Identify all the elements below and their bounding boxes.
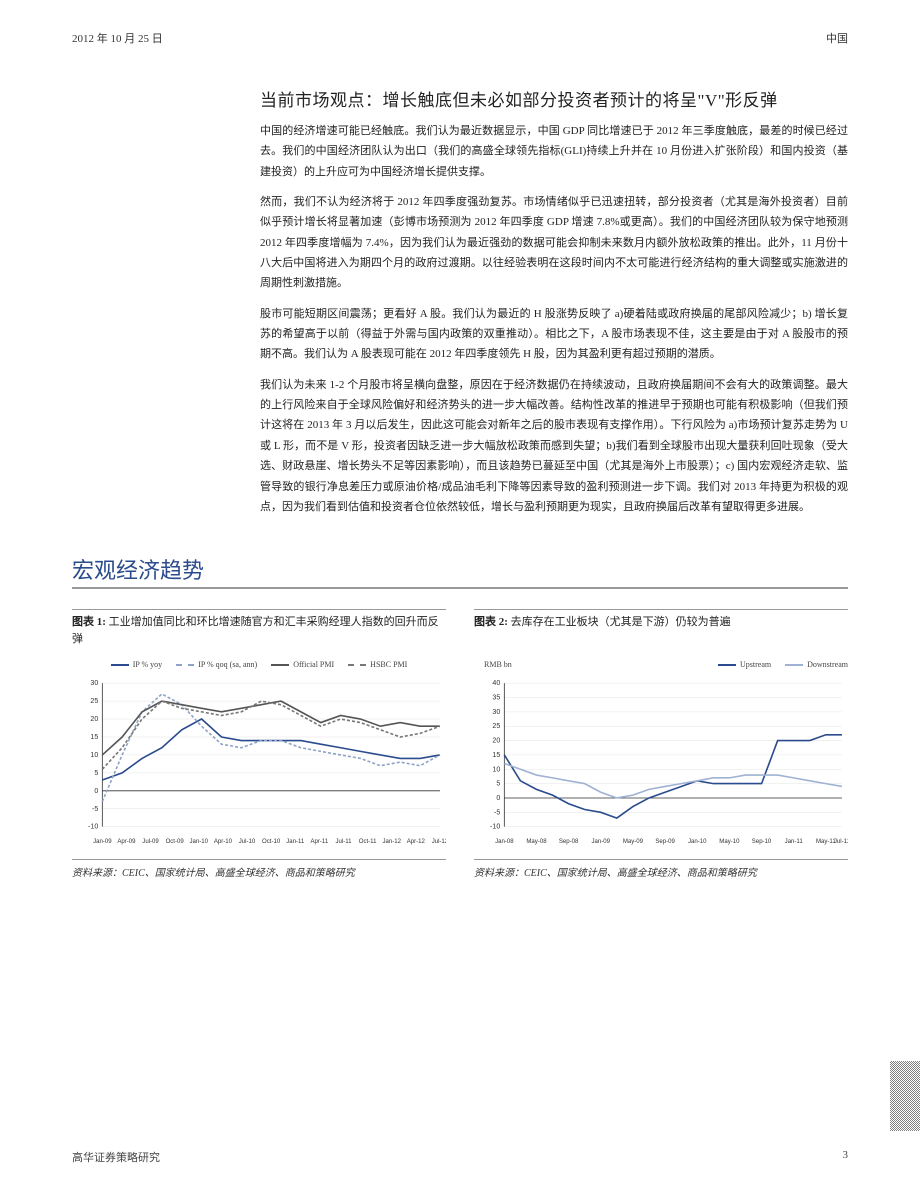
chart-1-caption: 图表 1: 工业增加值同比和环比增速随官方和汇丰采购经理人指数的回升而反弹 [72, 614, 446, 648]
svg-text:Jul-11: Jul-11 [834, 839, 848, 845]
svg-text:Jan-08: Jan-08 [495, 839, 514, 845]
svg-text:Apr-09: Apr-09 [117, 839, 136, 845]
svg-text:Jan-10: Jan-10 [190, 839, 209, 845]
legend-item: IP % yoy [111, 660, 162, 669]
svg-text:Apr-10: Apr-10 [214, 839, 233, 845]
svg-text:20: 20 [90, 716, 98, 723]
chart-1-plot: -10 -5 0 5 10 15 20 25 30 Jan-09 Apr-09 Jul-09 Oct-0… [72, 673, 446, 853]
header-region: 中国 [826, 30, 848, 46]
svg-text:10: 10 [90, 752, 98, 759]
chart-1-caption-text: 工业增加值同比和环比增速随官方和汇丰采购经理人指数的回升而反弹 [72, 616, 439, 645]
svg-text:Apr-11: Apr-11 [311, 839, 329, 845]
chart-2-yunit: RMB bn [484, 660, 512, 669]
chart-2-caption-prefix: 图表 2: [474, 616, 508, 628]
svg-text:5: 5 [496, 781, 500, 788]
svg-text:Oct-10: Oct-10 [262, 839, 281, 845]
paragraph: 我们认为未来 1-2 个月股市将呈横向盘整，原因在于经济数据仍在持续波动，且政府… [260, 375, 848, 517]
page-header: 2012 年 10 月 25 日 中国 [72, 30, 848, 46]
svg-text:May-10: May-10 [719, 839, 740, 845]
svg-text:Jul-10: Jul-10 [239, 839, 256, 845]
svg-text:0: 0 [496, 795, 500, 802]
svg-text:5: 5 [94, 770, 98, 777]
svg-text:-10: -10 [88, 824, 98, 831]
svg-text:Jan-11: Jan-11 [286, 839, 305, 845]
svg-text:10: 10 [492, 766, 500, 773]
svg-text:Jan-09: Jan-09 [93, 839, 112, 845]
chart-2-caption-text: 去库存在工业板块（尤其是下游）仍较为普遍 [508, 616, 731, 628]
legend-item: IP % qoq (sa, ann) [176, 660, 257, 669]
paragraph: 然而，我们不认为经济将于 2012 年四季度强劲复苏。市场情绪似乎已迅速扭转，部… [260, 192, 848, 294]
svg-text:Oct-09: Oct-09 [166, 839, 185, 845]
footer-left: 高华证券策略研究 [72, 1149, 160, 1165]
footer-page-number: 3 [843, 1149, 849, 1165]
svg-text:-5: -5 [92, 806, 98, 813]
header-date: 2012 年 10 月 25 日 [72, 30, 163, 46]
charts-row: 图表 1: 工业增加值同比和环比增速随官方和汇丰采购经理人指数的回升而反弹 IP… [72, 609, 848, 879]
chart-1-column: 图表 1: 工业增加值同比和环比增速随官方和汇丰采购经理人指数的回升而反弹 IP… [72, 609, 446, 879]
chart-2-column: 图表 2: 去库存在工业板块（尤其是下游）仍较为普遍 RMB bn Upstre… [474, 609, 848, 879]
chart-1-legend: IP % yoy IP % qoq (sa, ann) Official PMI HS… [72, 660, 446, 669]
legend-item: Downstream [785, 660, 848, 669]
svg-text:Sep-09: Sep-09 [655, 839, 675, 845]
chart-1-source: 资料来源：CEIC、国家统计局、高盛全球经济、商品和策略研究 [72, 864, 446, 879]
svg-text:May-08: May-08 [526, 839, 547, 845]
svg-text:35: 35 [492, 695, 500, 702]
svg-text:25: 25 [492, 723, 500, 730]
svg-text:Oct-11: Oct-11 [359, 839, 377, 845]
svg-text:-5: -5 [494, 810, 500, 817]
svg-text:Jan-11: Jan-11 [785, 839, 804, 845]
section-rule [72, 587, 848, 589]
svg-text:0: 0 [94, 788, 98, 795]
chart-rule [474, 609, 848, 610]
main-title: 当前市场观点：增长触底但未必如部分投资者预计的将呈"V"形反弹 [260, 86, 848, 111]
svg-text:Jan-12: Jan-12 [382, 839, 401, 845]
section-heading: 宏观经济趋势 [72, 553, 848, 585]
svg-text:25: 25 [90, 698, 98, 705]
qr-code-icon [890, 1061, 920, 1131]
chart-2-caption: 图表 2: 去库存在工业板块（尤其是下游）仍较为普遍 [474, 614, 848, 648]
svg-text:Sep-10: Sep-10 [752, 839, 772, 845]
chart-2-plot: -10 -5 0 5 10 15 20 25 30 35 40 Jan-08 May-08 Sep-08 J… [474, 673, 848, 853]
legend-item: Upstream [718, 660, 771, 669]
paragraph: 股市可能短期区间震荡；更看好 A 股。我们认为最近的 H 股涨势反映了 a)硬着… [260, 304, 848, 365]
svg-text:Apr-12: Apr-12 [407, 839, 426, 845]
svg-text:Sep-08: Sep-08 [559, 839, 579, 845]
chart-1-caption-prefix: 图表 1: [72, 616, 106, 628]
svg-text:Jan-09: Jan-09 [592, 839, 611, 845]
svg-text:15: 15 [90, 734, 98, 741]
svg-text:Jul-12: Jul-12 [432, 839, 446, 845]
legend-item: HSBC PMI [348, 660, 407, 669]
svg-text:40: 40 [492, 680, 500, 687]
svg-text:15: 15 [492, 752, 500, 759]
svg-text:Jul-11: Jul-11 [335, 839, 352, 845]
svg-text:30: 30 [492, 709, 500, 716]
market-view-block: 当前市场观点：增长触底但未必如部分投资者预计的将呈"V"形反弹 中国的经济增速可… [260, 86, 848, 517]
paragraph: 中国的经济增速可能已经触底。我们认为最近数据显示，中国 GDP 同比增速已于 2… [260, 121, 848, 182]
svg-text:30: 30 [90, 680, 98, 687]
svg-text:May-09: May-09 [623, 839, 644, 845]
chart-rule [72, 609, 446, 610]
page-footer: 高华证券策略研究 3 [72, 1149, 848, 1165]
chart-rule [72, 859, 446, 860]
chart-rule [474, 859, 848, 860]
svg-text:Jan-10: Jan-10 [688, 839, 707, 845]
chart-2-source: 资料来源：CEIC、国家统计局、高盛全球经济、商品和策略研究 [474, 864, 848, 879]
svg-text:Jul-09: Jul-09 [142, 839, 159, 845]
svg-text:20: 20 [492, 738, 500, 745]
chart-2-yunit-label: RMB bn [484, 660, 512, 669]
chart-2-legend: RMB bn Upstream Downstream [474, 660, 848, 669]
legend-item: Official PMI [271, 660, 334, 669]
svg-text:-10: -10 [490, 824, 500, 831]
